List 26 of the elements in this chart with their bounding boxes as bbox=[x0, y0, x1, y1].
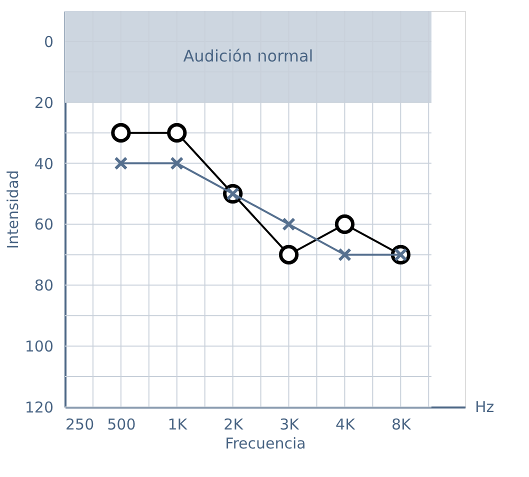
point bbox=[170, 156, 184, 170]
y-tick-label: 40 bbox=[34, 154, 54, 173]
y-tick-label: 0 bbox=[44, 32, 54, 51]
x-tick-label: 250 bbox=[66, 416, 94, 434]
y-tick-label: 120 bbox=[24, 398, 54, 416]
point bbox=[278, 244, 299, 264]
point bbox=[167, 123, 187, 143]
y-tick-label: 80 bbox=[34, 276, 54, 295]
x-axis-title: Frecuencia bbox=[225, 434, 306, 452]
y-axis-title: Intensidad bbox=[4, 170, 22, 249]
point bbox=[338, 248, 352, 262]
x-tick-label: 4K bbox=[336, 416, 356, 434]
x-tick-label: 8K bbox=[391, 416, 412, 434]
x-tick-label: 500 bbox=[107, 416, 136, 434]
x-tick-label: 2K bbox=[224, 416, 244, 434]
point bbox=[111, 123, 131, 143]
point bbox=[114, 156, 128, 170]
point bbox=[282, 217, 296, 231]
y-tick-label: 100 bbox=[24, 338, 54, 356]
y-tick-label: 20 bbox=[34, 94, 54, 112]
x-tick-label: 3K bbox=[280, 416, 300, 434]
y-tick-label: 60 bbox=[34, 216, 54, 234]
x-tick-label: 1K bbox=[168, 416, 188, 434]
point bbox=[334, 214, 355, 234]
band-label: Audición normal bbox=[183, 46, 314, 66]
text: Hz bbox=[475, 398, 494, 416]
